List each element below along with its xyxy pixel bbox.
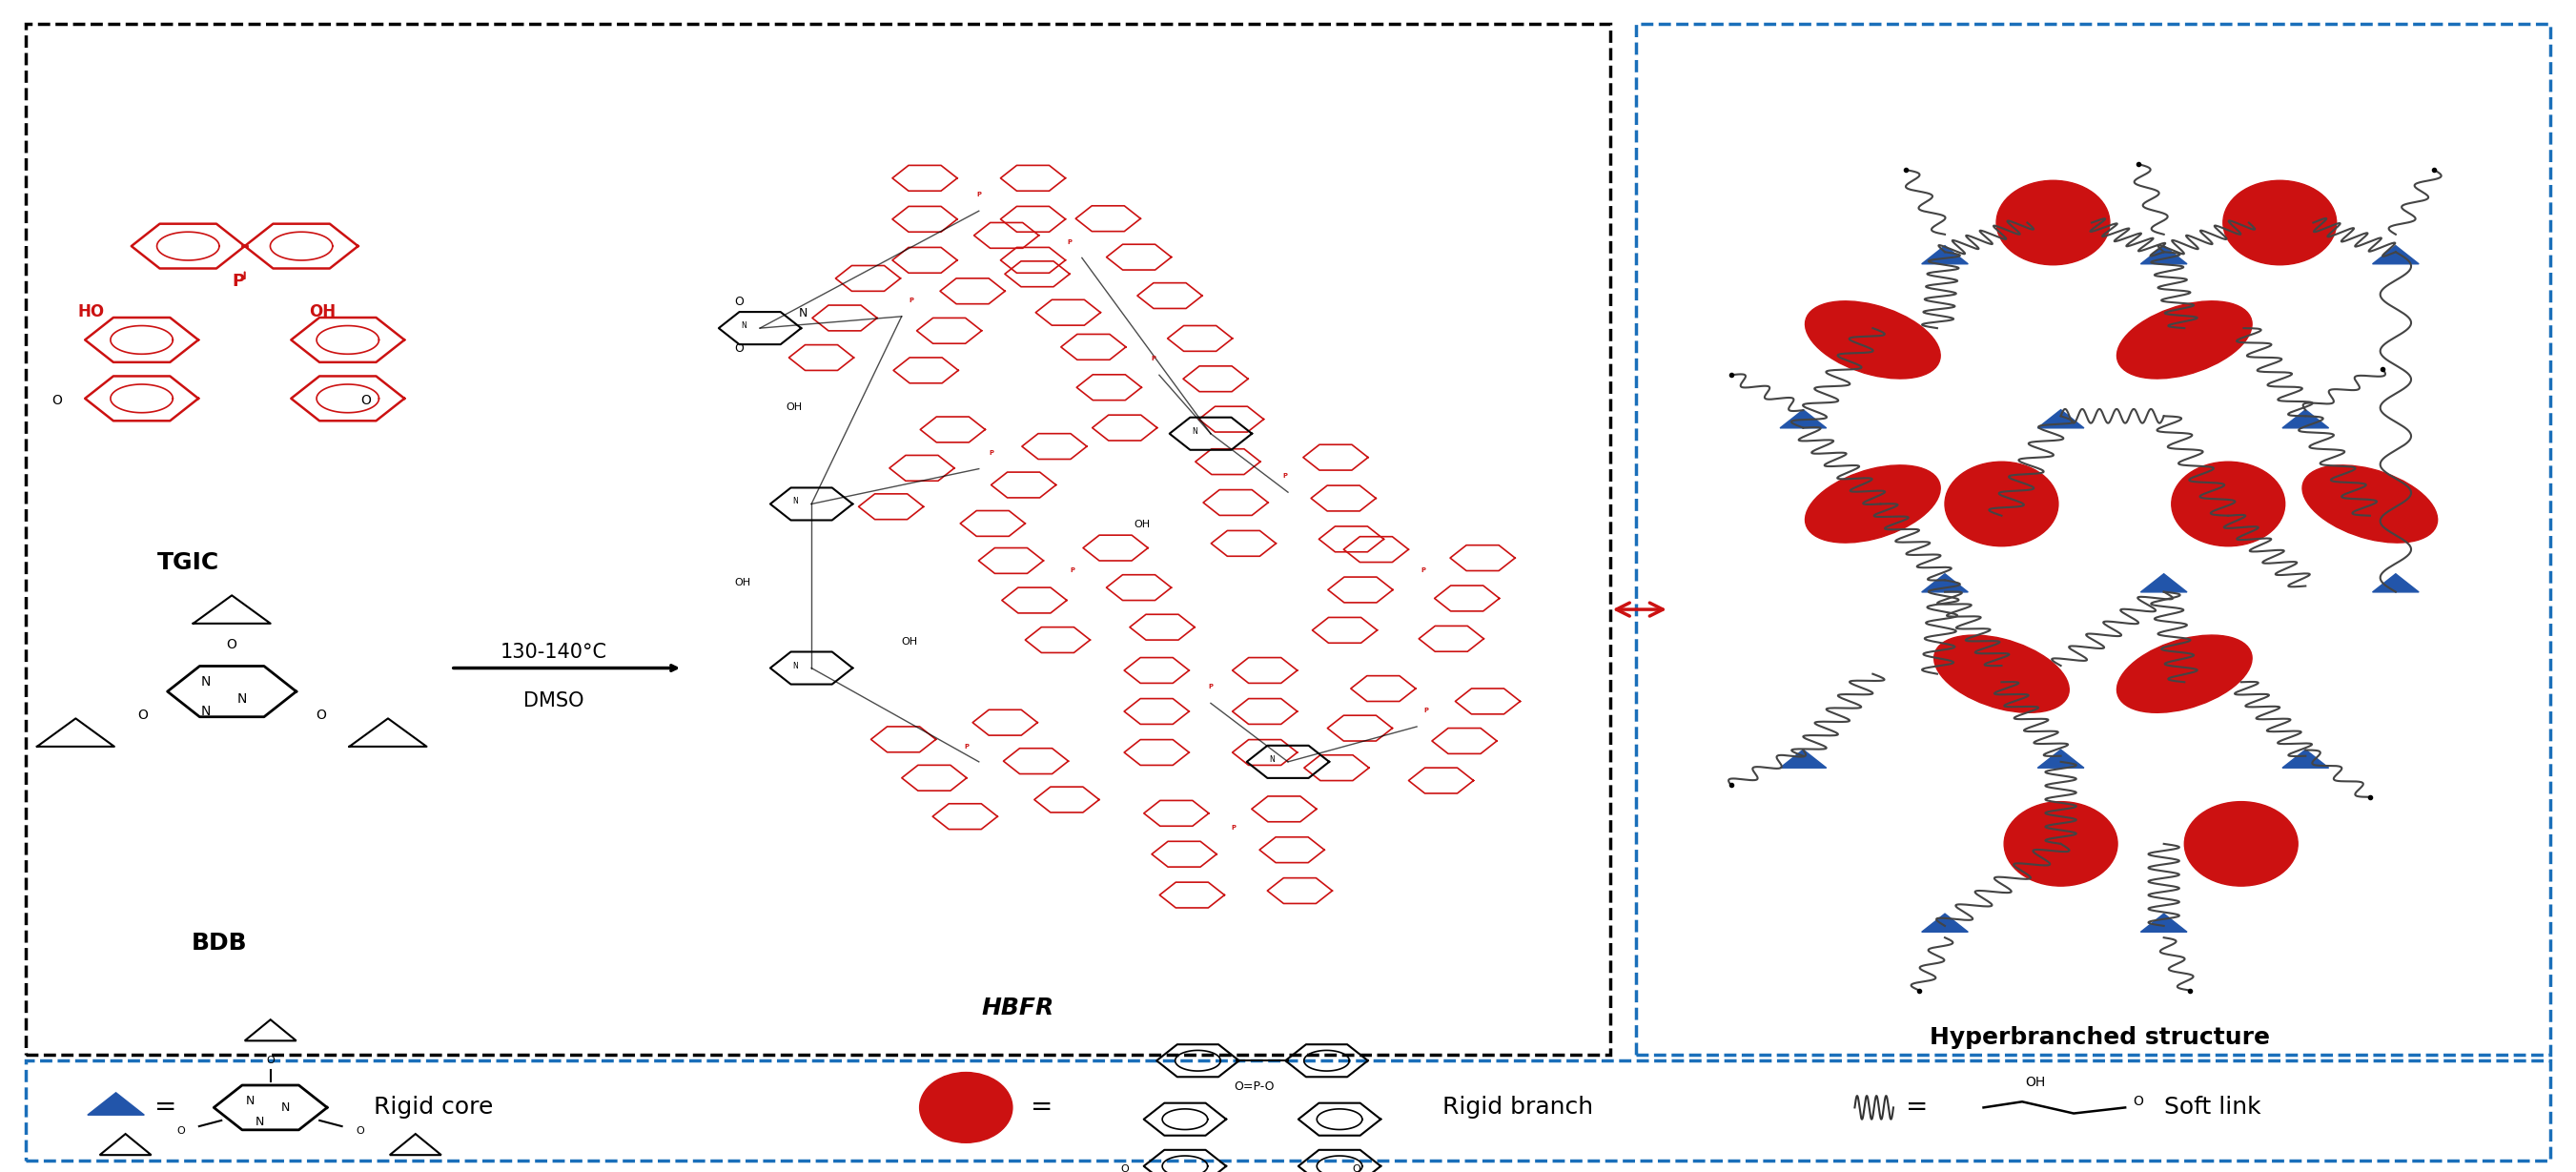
Ellipse shape	[1806, 465, 1940, 543]
Polygon shape	[2038, 750, 2084, 768]
Text: P: P	[1422, 567, 1425, 573]
Text: N: N	[742, 321, 747, 331]
Text: =: =	[1906, 1095, 1929, 1120]
Text: Rigid core: Rigid core	[374, 1096, 492, 1119]
Ellipse shape	[920, 1072, 1012, 1143]
Text: O: O	[1121, 1164, 1128, 1172]
Text: P: P	[1069, 567, 1074, 573]
Text: OH: OH	[1133, 519, 1149, 530]
Text: 130-140°C: 130-140°C	[500, 643, 608, 662]
Bar	[26, 23, 1610, 1055]
Text: N: N	[281, 1102, 291, 1113]
Text: Soft link: Soft link	[2164, 1096, 2262, 1119]
Text: O=P-O: O=P-O	[1234, 1081, 1275, 1092]
Text: O: O	[361, 394, 371, 407]
Text: DMSO: DMSO	[523, 691, 585, 710]
Text: P: P	[989, 450, 994, 456]
Polygon shape	[1922, 574, 1968, 592]
Ellipse shape	[2004, 802, 2117, 886]
Text: O: O	[52, 394, 62, 407]
Text: P: P	[1425, 708, 1430, 714]
Text: N: N	[799, 307, 806, 319]
Text: HO: HO	[77, 304, 103, 320]
Text: O: O	[137, 708, 147, 722]
Text: TGIC: TGIC	[157, 551, 219, 574]
Text: HBFR: HBFR	[981, 996, 1054, 1020]
Text: N: N	[1193, 427, 1198, 436]
Polygon shape	[88, 1092, 144, 1115]
Text: N: N	[201, 704, 211, 717]
Polygon shape	[1780, 750, 1826, 768]
Text: O: O	[1352, 1164, 1360, 1172]
Text: N: N	[237, 693, 247, 706]
Polygon shape	[2038, 410, 2084, 428]
Text: BDB: BDB	[191, 932, 247, 955]
Bar	[26, 1061, 2550, 1160]
Polygon shape	[2141, 246, 2187, 264]
Ellipse shape	[1806, 301, 1940, 379]
Text: N: N	[201, 675, 211, 688]
Bar	[1636, 23, 2550, 1055]
Text: P: P	[1283, 473, 1288, 478]
Ellipse shape	[1945, 462, 2058, 546]
Text: O: O	[2133, 1095, 2143, 1108]
Text: O: O	[734, 295, 744, 307]
Text: OH: OH	[786, 402, 801, 413]
Text: P: P	[1231, 825, 1236, 830]
Ellipse shape	[2172, 462, 2285, 546]
Text: O: O	[227, 638, 237, 652]
Ellipse shape	[2117, 635, 2251, 713]
Text: OH: OH	[734, 578, 750, 588]
Ellipse shape	[1935, 635, 2069, 713]
Polygon shape	[2282, 410, 2329, 428]
Text: O: O	[355, 1126, 363, 1136]
Text: OH: OH	[902, 636, 917, 647]
Ellipse shape	[1996, 180, 2110, 265]
Text: O: O	[317, 708, 327, 722]
Text: O: O	[178, 1126, 185, 1136]
Text: OH: OH	[2025, 1076, 2045, 1089]
Text: =: =	[1030, 1095, 1054, 1120]
Polygon shape	[2372, 574, 2419, 592]
Polygon shape	[1922, 914, 1968, 932]
Text: P: P	[1151, 356, 1154, 362]
Text: Rigid branch: Rigid branch	[1443, 1096, 1595, 1119]
Polygon shape	[2372, 246, 2419, 264]
Ellipse shape	[2303, 465, 2437, 543]
Text: P: P	[909, 298, 914, 304]
Text: Hyperbranched structure: Hyperbranched structure	[1929, 1026, 2269, 1049]
Text: P: P	[976, 192, 981, 197]
Polygon shape	[2282, 750, 2329, 768]
Text: P: P	[1066, 239, 1072, 245]
Text: O: O	[734, 342, 744, 354]
Text: P: P	[232, 273, 245, 289]
Text: P: P	[963, 743, 969, 749]
Text: OH: OH	[309, 304, 335, 320]
Polygon shape	[2141, 574, 2187, 592]
Text: N: N	[245, 1095, 255, 1106]
Polygon shape	[2141, 914, 2187, 932]
Ellipse shape	[2223, 180, 2336, 265]
Text: N: N	[1270, 755, 1275, 764]
Ellipse shape	[2117, 301, 2251, 379]
Polygon shape	[1922, 246, 1968, 264]
Polygon shape	[1780, 410, 1826, 428]
Text: N: N	[793, 497, 799, 506]
Text: =: =	[155, 1095, 178, 1120]
Text: N: N	[793, 661, 799, 670]
Ellipse shape	[2184, 802, 2298, 886]
Text: O: O	[265, 1056, 276, 1065]
Text: N: N	[255, 1116, 265, 1127]
Text: P: P	[1208, 684, 1213, 689]
